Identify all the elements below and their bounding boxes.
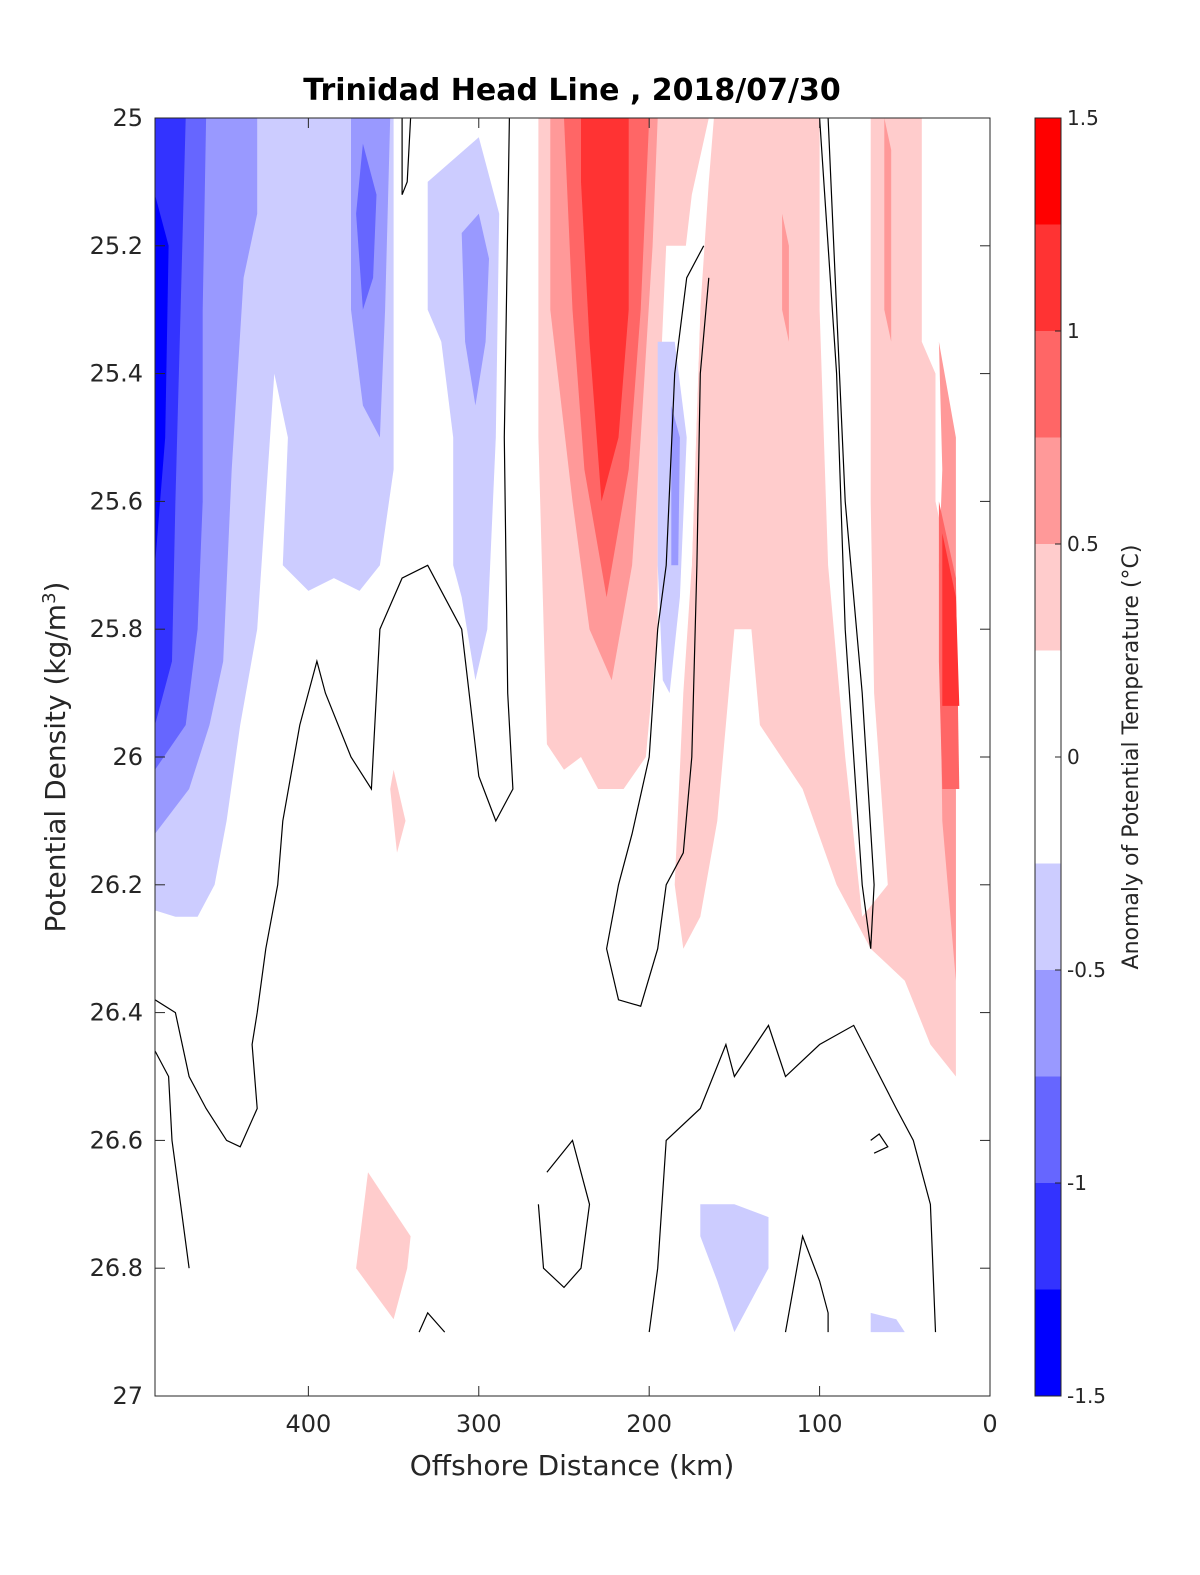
colorbar-tick-label: 0.5 bbox=[1067, 532, 1099, 556]
chart-title: Trinidad Head Line , 2018/07/30 bbox=[303, 73, 840, 108]
y-tick-label: 26.2 bbox=[90, 871, 143, 899]
y-axis-label: Potential Density (kg/m3) bbox=[39, 582, 73, 933]
y-axis-label-suffix: ) bbox=[39, 582, 72, 593]
colorbar-label: Anomaly of Potential Temperature (°C) bbox=[1119, 545, 1144, 970]
colorbar-band-0 bbox=[1035, 1289, 1061, 1396]
colorbar-band-6 bbox=[1035, 544, 1061, 651]
y-tick-label: 25.6 bbox=[90, 487, 143, 515]
contour-region-4 bbox=[155, 194, 169, 566]
colorbar-tick-label: -1 bbox=[1067, 1171, 1087, 1195]
colorbar-tick-label: 1.5 bbox=[1067, 106, 1099, 130]
contour-region-13 bbox=[581, 118, 629, 502]
colorbar-band-3 bbox=[1035, 970, 1061, 1077]
colorbar-ticks: -1.5 -1 -0.5 0 0.5 1 1.5 bbox=[1055, 106, 1106, 1408]
zero-contour-line-3 bbox=[605, 245, 710, 1007]
zero-contour-line-6 bbox=[784, 1234, 829, 1333]
zero-contour-line-1 bbox=[155, 118, 514, 1148]
contour-region-25 bbox=[356, 1172, 411, 1320]
y-tick-label: 25.8 bbox=[90, 615, 143, 643]
x-tick-label: 100 bbox=[797, 1410, 843, 1438]
y-tick-label: 25.2 bbox=[90, 232, 143, 260]
x-axis: 400 300 200 100 0 bbox=[285, 118, 998, 1438]
colorbar-band-1 bbox=[1035, 1183, 1061, 1290]
x-tick-label: 0 bbox=[982, 1410, 997, 1438]
contour-region-9 bbox=[461, 213, 489, 406]
contour-region-7 bbox=[356, 143, 377, 310]
y-tick-label: 25 bbox=[112, 104, 143, 132]
y-tick-label: 26 bbox=[112, 743, 143, 771]
contour-region-27 bbox=[870, 1312, 905, 1333]
colorbar-band-7 bbox=[1035, 437, 1061, 544]
y-tick-label: 26.6 bbox=[90, 1126, 143, 1154]
zero-contour-line-9 bbox=[418, 1311, 446, 1333]
colorbar: -1.5 -1 -0.5 0 0.5 1 1.5 bbox=[1034, 106, 1106, 1408]
zero-contour-line-7 bbox=[537, 1139, 591, 1289]
colorbar-band-4 bbox=[1035, 863, 1061, 970]
zero-contour-line-4 bbox=[819, 118, 875, 949]
y-tick-label: 25.4 bbox=[90, 360, 143, 388]
x-axis-label: Offshore Distance (km) bbox=[410, 1449, 735, 1482]
colorbar-tick-label: -1.5 bbox=[1067, 1384, 1106, 1408]
contour-region-23 bbox=[671, 405, 680, 566]
zero-contour-layer bbox=[155, 118, 937, 1333]
zero-contour-line-5 bbox=[648, 1024, 937, 1333]
x-tick-label: 300 bbox=[456, 1410, 502, 1438]
colorbar-bands bbox=[1035, 118, 1061, 1396]
y-axis-label-superscript: 3 bbox=[39, 592, 60, 603]
zero-contour-line-2 bbox=[155, 1050, 190, 1269]
colorbar-tick-label: -0.5 bbox=[1067, 958, 1106, 982]
zero-contour-line-0 bbox=[401, 118, 412, 195]
y-tick-label: 27 bbox=[112, 1382, 143, 1410]
colorbar-tick-label: 0 bbox=[1067, 745, 1080, 769]
contour-region-19 bbox=[884, 118, 892, 342]
y-axis: 25 25.2 25.4 25.6 25.8 26 26.2 26.4 26.6 26.8 27 bbox=[90, 104, 990, 1410]
y-axis-label-main: Potential Density (kg/m bbox=[39, 604, 72, 933]
colorbar-tick-label: 1 bbox=[1067, 319, 1080, 343]
colorbar-band-9 bbox=[1035, 224, 1061, 331]
y-tick-label: 26.4 bbox=[90, 999, 143, 1027]
contour-region-17 bbox=[942, 533, 960, 706]
contour-fill-layer bbox=[155, 118, 960, 1333]
contour-region-24 bbox=[390, 769, 406, 853]
x-tick-label: 400 bbox=[285, 1410, 331, 1438]
y-tick-label: 26.8 bbox=[90, 1254, 143, 1282]
plot-area bbox=[154, 117, 991, 1397]
contour-region-26 bbox=[700, 1204, 769, 1333]
contour-region-14 bbox=[674, 118, 956, 1077]
colorbar-band-2 bbox=[1035, 1076, 1061, 1183]
contour-region-18 bbox=[782, 213, 789, 342]
zero-contour-line-8 bbox=[870, 1133, 889, 1154]
colorbar-band-10 bbox=[1035, 118, 1061, 225]
colorbar-band-8 bbox=[1035, 331, 1061, 438]
x-tick-label: 200 bbox=[626, 1410, 672, 1438]
